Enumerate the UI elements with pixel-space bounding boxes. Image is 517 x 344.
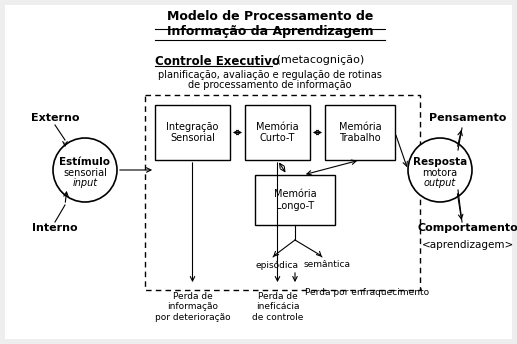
Text: Resposta: Resposta bbox=[413, 157, 467, 167]
Circle shape bbox=[53, 138, 117, 202]
Text: input: input bbox=[72, 178, 98, 188]
Text: (metacognição): (metacognição) bbox=[273, 55, 364, 65]
Text: motora: motora bbox=[422, 168, 458, 178]
Text: Perda por enfraquecimento: Perda por enfraquecimento bbox=[305, 288, 429, 297]
Text: Memória
Trabalho: Memória Trabalho bbox=[339, 122, 382, 143]
Text: sensorial: sensorial bbox=[63, 168, 107, 178]
Circle shape bbox=[408, 138, 472, 202]
Text: <aprendizagem>: <aprendizagem> bbox=[422, 240, 514, 250]
Text: Memória
Curto-T: Memória Curto-T bbox=[256, 122, 299, 143]
Text: Memória
Longo-T: Memória Longo-T bbox=[273, 189, 316, 211]
Text: planificação, avaliação e regulação de rotinas: planificação, avaliação e regulação de r… bbox=[158, 70, 382, 80]
Text: Pensamento: Pensamento bbox=[429, 113, 507, 123]
Text: Perda de
informação
por deterioração: Perda de informação por deterioração bbox=[155, 292, 230, 322]
Text: Integração
Sensorial: Integração Sensorial bbox=[166, 122, 219, 143]
Text: Perda de
ineficácia
de controle: Perda de ineficácia de controle bbox=[252, 292, 303, 322]
Text: output: output bbox=[424, 178, 456, 188]
Text: Estímulo: Estímulo bbox=[59, 157, 111, 167]
Text: Modelo de Processamento de
Informação da Aprendizagem: Modelo de Processamento de Informação da… bbox=[166, 10, 373, 38]
Text: Controle Executivo: Controle Executivo bbox=[155, 55, 280, 68]
Text: episódica: episódica bbox=[255, 260, 298, 269]
Bar bbox=[255, 175, 335, 225]
Bar bbox=[145, 95, 420, 290]
Text: Externo: Externo bbox=[31, 113, 79, 123]
Text: de processamento de informação: de processamento de informação bbox=[188, 80, 352, 90]
Bar bbox=[245, 105, 310, 160]
Text: Comportamento: Comportamento bbox=[418, 223, 517, 233]
Text: semântica: semântica bbox=[303, 260, 351, 269]
Bar bbox=[155, 105, 230, 160]
Bar bbox=[325, 105, 395, 160]
Text: Interno: Interno bbox=[32, 223, 78, 233]
